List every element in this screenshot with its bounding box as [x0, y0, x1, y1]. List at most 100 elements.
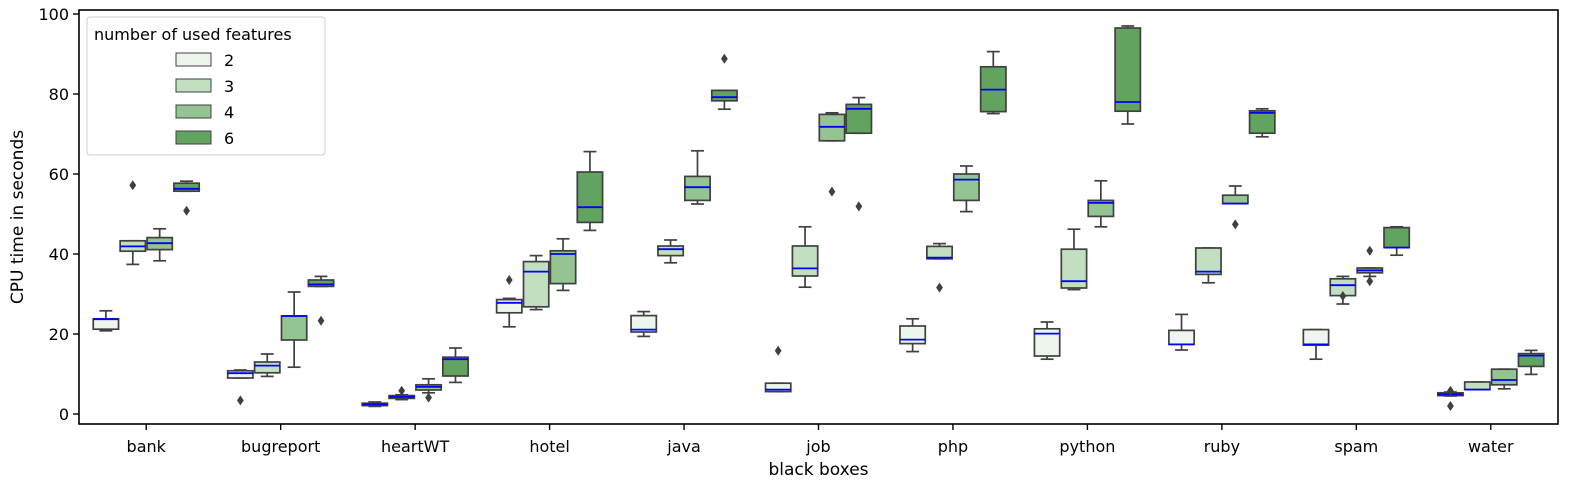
legend-swatch [175, 104, 212, 119]
box-bank-3 [119, 180, 147, 266]
outlier-marker [828, 186, 836, 197]
outlier-marker [317, 315, 325, 326]
outlier-marker [236, 395, 244, 406]
box-water-3 [1463, 381, 1491, 391]
category-group-ruby [1168, 107, 1276, 351]
box-ruby-3 [1194, 247, 1222, 284]
box-java-3 [657, 239, 685, 264]
outlier-marker [720, 53, 728, 64]
box-water-4 [1490, 368, 1518, 390]
box-bugreport-2 [226, 369, 254, 406]
box-body [1383, 226, 1411, 249]
legend-label: 4 [224, 103, 234, 122]
box-body [549, 249, 577, 285]
x-tick-label-ruby: ruby [1204, 437, 1240, 456]
box-body [1302, 328, 1330, 347]
category-group-water [1436, 349, 1545, 411]
category-group-bugreport [226, 275, 335, 406]
box-bugreport-3 [253, 353, 281, 378]
x-axis-label: black boxes [768, 460, 868, 480]
box-body [926, 245, 953, 260]
box-body [952, 173, 980, 202]
box-job-3 [791, 225, 819, 289]
outlier-marker [1366, 245, 1374, 256]
box-job-2 [764, 345, 792, 393]
box-spam-6 [1383, 225, 1411, 257]
box-body [899, 325, 927, 345]
box-hotel-4 [549, 237, 577, 292]
box-body [1194, 247, 1222, 276]
category-group-java [630, 53, 738, 338]
box-body [1114, 27, 1142, 113]
outlier-marker [183, 205, 190, 216]
legend-entry-4: 4 [175, 103, 234, 122]
category-group-python [1033, 25, 1142, 361]
legend-entry-6: 6 [175, 129, 234, 148]
category-group-bank [92, 180, 201, 332]
box-body [92, 317, 120, 331]
box-body [1087, 199, 1115, 218]
legend-swatch [175, 52, 212, 67]
box-body [1463, 381, 1491, 391]
box-body [441, 356, 469, 377]
box-job-4 [818, 111, 846, 197]
y-tick-label: 20 [49, 325, 69, 344]
category-group-hotel [495, 150, 604, 328]
category-group-job [764, 96, 873, 393]
outlier-marker [1447, 385, 1454, 396]
box-bugreport-6 [307, 275, 335, 326]
box-bank-6 [173, 180, 201, 216]
box-body [684, 175, 711, 202]
outlier-marker [505, 275, 513, 285]
outlier-marker [1447, 401, 1454, 411]
box-body [280, 315, 308, 341]
box-body [1168, 329, 1196, 346]
outlier-marker [1339, 291, 1347, 301]
outlier-marker [774, 345, 782, 356]
box-body [764, 382, 792, 393]
box-body [1248, 109, 1276, 135]
box-java-4 [684, 149, 711, 205]
legend-label: 2 [224, 51, 234, 70]
box-body [173, 182, 201, 193]
box-heartWT-3 [388, 385, 416, 401]
box-groups [92, 25, 1545, 411]
y-tick-label: 40 [49, 245, 69, 264]
box-water-2 [1436, 385, 1464, 411]
box-hotel-3 [522, 254, 550, 311]
box-php-4 [952, 165, 980, 213]
box-python-2 [1033, 321, 1061, 361]
box-java-2 [630, 310, 658, 338]
plot-area [78, 9, 1559, 425]
x-tick-label-hotel: hotel [529, 437, 570, 456]
box-spam-3 [1329, 275, 1357, 305]
box-hotel-2 [495, 275, 523, 328]
box-body [1517, 352, 1545, 368]
outlier-marker [129, 180, 137, 191]
x-tick-label-spam: spam [1334, 437, 1378, 456]
y-tick-label: 100 [38, 5, 69, 24]
outlier-marker [855, 201, 863, 212]
box-spam-4 [1356, 245, 1384, 287]
box-python-6 [1114, 25, 1142, 125]
category-group-spam [1302, 225, 1411, 361]
box-body [1490, 368, 1518, 386]
outlier-marker [936, 282, 943, 293]
box-body [226, 369, 254, 379]
legend-label: 3 [224, 77, 234, 96]
x-tick-label-python: python [1059, 437, 1115, 456]
y-axis: 0 20 40 60 80 100 [38, 5, 79, 424]
category-group-php [899, 50, 1007, 353]
box-ruby-6 [1248, 107, 1276, 138]
box-body [630, 314, 658, 333]
box-ruby-4 [1221, 185, 1249, 230]
box-hotel-6 [576, 150, 604, 232]
box-python-3 [1060, 228, 1088, 291]
box-php-3 [926, 242, 953, 293]
x-tick-label-bank: bank [127, 437, 167, 456]
box-java-6 [710, 53, 738, 111]
box-body [576, 171, 604, 224]
legend: number of used features 2 3 4 6 [86, 16, 326, 156]
box-bank-2 [92, 309, 120, 332]
